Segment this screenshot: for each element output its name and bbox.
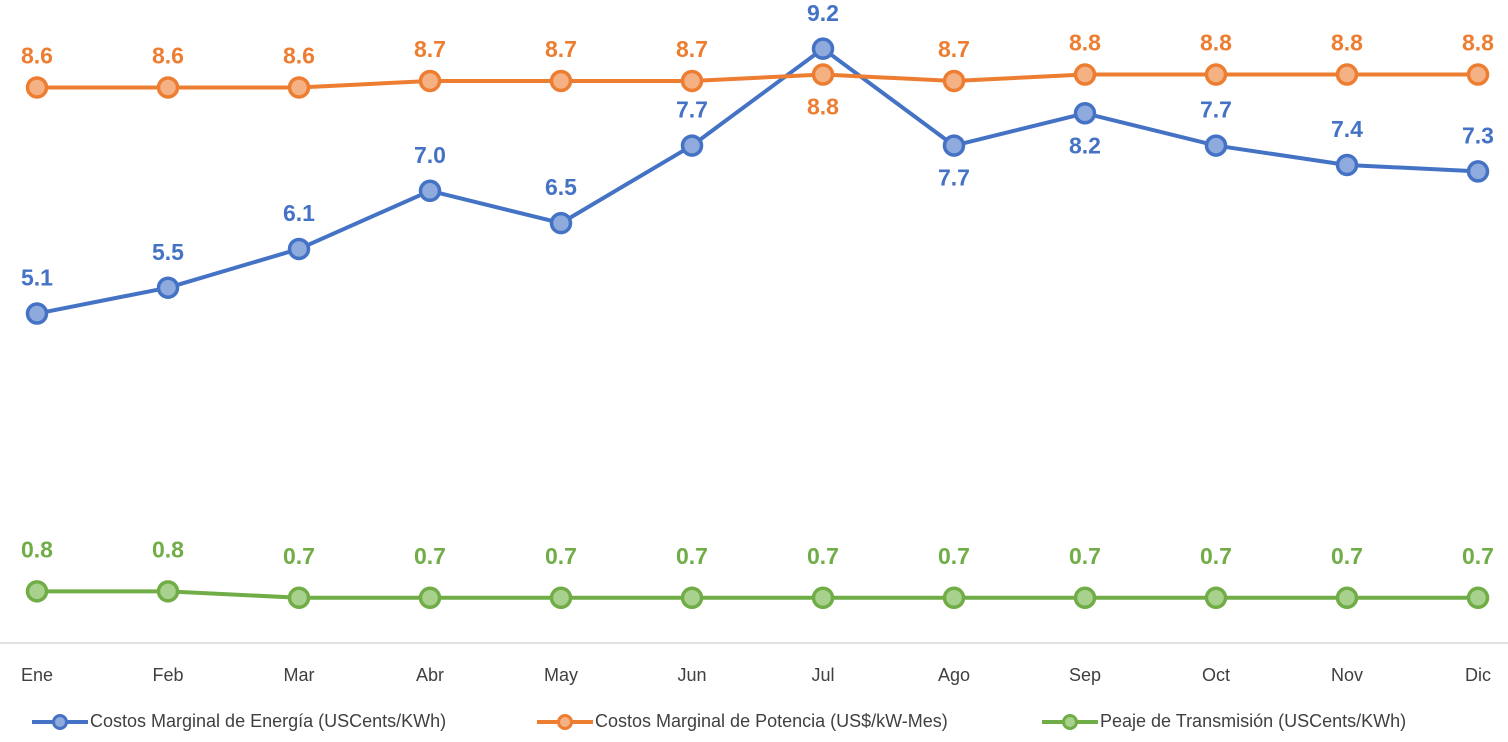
legend-marker xyxy=(1062,714,1078,730)
marker xyxy=(942,69,966,93)
data-label: 0.7 xyxy=(283,543,315,569)
data-label: 6.5 xyxy=(545,174,577,200)
marker xyxy=(1204,63,1228,86)
data-label: 8.7 xyxy=(414,36,446,62)
marker xyxy=(287,76,311,99)
data-label: 9.2 xyxy=(807,0,839,26)
marker xyxy=(418,69,442,93)
marker xyxy=(1073,102,1097,125)
marker xyxy=(811,586,835,610)
x-tick-label: Jul xyxy=(811,665,834,685)
marker xyxy=(680,134,704,157)
data-label: 0.7 xyxy=(807,543,839,569)
x-tick-label: Dic xyxy=(1465,665,1491,685)
legend-label: Costos Marginal de Energía (USCents/KWh) xyxy=(90,711,446,731)
data-label: 0.7 xyxy=(676,543,708,569)
data-label: 7.7 xyxy=(938,165,970,191)
data-label: 0.7 xyxy=(938,543,970,569)
data-label: 8.8 xyxy=(1069,30,1101,56)
data-label: 8.6 xyxy=(283,43,315,69)
data-label: 0.7 xyxy=(414,543,446,569)
data-label: 8.2 xyxy=(1069,132,1101,158)
marker xyxy=(25,580,49,603)
data-label: 8.8 xyxy=(807,94,839,120)
marker xyxy=(1204,586,1228,610)
marker xyxy=(811,63,835,86)
data-label: 0.7 xyxy=(1200,543,1232,569)
legend-marker xyxy=(557,714,573,730)
x-tick-label: Ene xyxy=(21,665,53,685)
data-label: 8.8 xyxy=(1331,30,1363,56)
data-label: 0.8 xyxy=(21,536,53,562)
data-label: 5.5 xyxy=(152,239,184,265)
marker xyxy=(287,586,311,610)
marker xyxy=(549,69,573,93)
data-label: 0.7 xyxy=(1462,543,1494,569)
x-tick-label: Ago xyxy=(938,665,970,685)
marker xyxy=(25,302,49,325)
x-tick-label: May xyxy=(544,665,578,685)
marker xyxy=(680,586,704,610)
data-label: 0.8 xyxy=(152,536,184,562)
marker xyxy=(1204,134,1228,157)
marker xyxy=(942,134,966,157)
marker xyxy=(549,586,573,610)
data-label: 7.4 xyxy=(1331,116,1363,142)
series-line xyxy=(37,72,1478,90)
data-label: 8.8 xyxy=(1462,30,1494,56)
data-label: 5.1 xyxy=(21,265,53,291)
data-label: 7.0 xyxy=(414,142,446,168)
x-tick-label: Oct xyxy=(1202,665,1230,685)
marker xyxy=(156,580,180,603)
data-label: 6.1 xyxy=(283,200,315,226)
marker xyxy=(1073,586,1097,610)
legend-label: Peaje de Transmisión (USCents/KWh) xyxy=(1100,711,1406,731)
x-tick-label: Mar xyxy=(284,665,315,685)
data-label: 0.7 xyxy=(1069,543,1101,569)
data-label: 8.7 xyxy=(545,36,577,62)
x-tick-label: Jun xyxy=(677,665,706,685)
data-label: 8.6 xyxy=(21,43,53,69)
data-label: 8.6 xyxy=(152,43,184,69)
x-tick-label: Abr xyxy=(416,665,444,685)
legend-label: Costos Marginal de Potencia (US$/kW-Mes) xyxy=(595,711,948,731)
marker xyxy=(25,76,49,99)
data-label: 7.7 xyxy=(1200,97,1232,123)
marker xyxy=(1466,63,1490,86)
legend-marker xyxy=(52,714,68,730)
series-line xyxy=(36,46,1479,316)
data-label: 0.7 xyxy=(545,543,577,569)
marker xyxy=(156,76,180,99)
marker xyxy=(811,37,835,60)
data-label: 8.7 xyxy=(676,36,708,62)
marker xyxy=(680,69,704,93)
data-label: 7.3 xyxy=(1462,122,1494,148)
marker xyxy=(1335,153,1359,177)
marker xyxy=(287,237,311,261)
data-label: 7.7 xyxy=(676,97,708,123)
series-line xyxy=(37,589,1478,600)
data-label: 8.8 xyxy=(1200,30,1232,56)
marker xyxy=(1466,586,1490,610)
marker xyxy=(1466,160,1490,183)
marker xyxy=(156,276,180,299)
x-tick-label: Sep xyxy=(1069,665,1101,685)
marker xyxy=(942,586,966,610)
marker xyxy=(418,586,442,610)
marker xyxy=(418,179,442,203)
marker xyxy=(549,211,573,235)
x-tick-label: Feb xyxy=(152,665,183,685)
marker xyxy=(1073,63,1097,86)
data-label: 8.7 xyxy=(938,36,970,62)
x-tick-label: Nov xyxy=(1331,665,1363,685)
marker xyxy=(1335,63,1359,86)
marker xyxy=(1335,586,1359,610)
data-label: 0.7 xyxy=(1331,543,1363,569)
